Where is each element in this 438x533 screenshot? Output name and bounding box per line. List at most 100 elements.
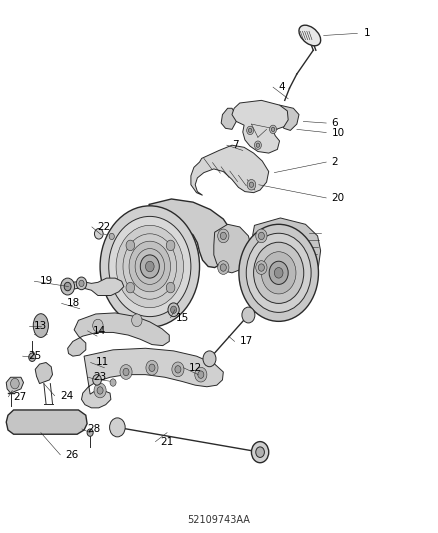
Circle shape [256, 261, 267, 274]
Circle shape [94, 383, 106, 398]
Circle shape [166, 240, 175, 251]
Circle shape [218, 261, 229, 274]
Circle shape [170, 306, 177, 313]
Polygon shape [81, 348, 223, 408]
Polygon shape [6, 377, 24, 393]
Circle shape [249, 182, 254, 188]
Circle shape [270, 125, 276, 134]
Circle shape [100, 206, 200, 327]
Circle shape [175, 366, 181, 373]
Circle shape [93, 319, 103, 332]
Circle shape [269, 261, 288, 285]
Text: 24: 24 [60, 391, 73, 401]
Circle shape [109, 216, 191, 317]
Text: 26: 26 [66, 450, 79, 460]
Circle shape [166, 282, 175, 293]
Circle shape [95, 229, 103, 239]
Circle shape [254, 242, 304, 303]
Ellipse shape [33, 314, 49, 337]
Circle shape [123, 368, 129, 376]
Circle shape [239, 224, 318, 321]
Polygon shape [253, 218, 321, 287]
Text: 15: 15 [176, 313, 189, 322]
Circle shape [248, 128, 252, 133]
Polygon shape [191, 145, 269, 195]
Circle shape [61, 278, 74, 295]
Text: 12: 12 [189, 363, 202, 373]
Text: 6: 6 [332, 118, 338, 128]
Text: 4: 4 [279, 82, 285, 92]
Circle shape [254, 141, 261, 149]
Polygon shape [232, 100, 288, 153]
Text: 23: 23 [94, 372, 107, 382]
Circle shape [132, 314, 142, 327]
Circle shape [146, 360, 158, 375]
Circle shape [87, 429, 93, 437]
Circle shape [220, 264, 226, 271]
Circle shape [258, 232, 265, 240]
Text: 20: 20 [332, 193, 345, 203]
Circle shape [110, 418, 125, 437]
Text: 2: 2 [332, 157, 338, 167]
Circle shape [76, 277, 87, 290]
Circle shape [242, 307, 255, 323]
Text: 11: 11 [96, 358, 109, 367]
Circle shape [203, 351, 216, 367]
Text: 1: 1 [364, 28, 371, 38]
Text: 19: 19 [39, 276, 53, 286]
Polygon shape [214, 224, 251, 273]
Circle shape [168, 303, 179, 317]
Text: 25: 25 [28, 351, 41, 361]
Polygon shape [279, 105, 299, 131]
Circle shape [93, 375, 101, 385]
Circle shape [140, 255, 159, 278]
Circle shape [64, 282, 71, 291]
Text: 22: 22 [97, 222, 110, 232]
Text: 21: 21 [161, 437, 174, 447]
Polygon shape [149, 199, 232, 268]
Polygon shape [35, 362, 53, 384]
Circle shape [29, 353, 35, 361]
Circle shape [116, 225, 184, 308]
Text: 27: 27 [14, 392, 27, 402]
Circle shape [271, 127, 275, 132]
Circle shape [218, 229, 229, 243]
Circle shape [198, 371, 204, 378]
Polygon shape [67, 278, 124, 295]
Circle shape [256, 229, 267, 243]
Circle shape [97, 387, 103, 394]
Text: 52109743AA: 52109743AA [187, 515, 251, 524]
Circle shape [120, 365, 132, 379]
Circle shape [110, 379, 116, 386]
Ellipse shape [299, 25, 321, 46]
Circle shape [145, 261, 154, 272]
Circle shape [247, 180, 256, 190]
Circle shape [195, 367, 207, 382]
Circle shape [256, 143, 260, 147]
Text: 13: 13 [34, 320, 47, 330]
Circle shape [129, 241, 170, 292]
Text: 17: 17 [240, 336, 253, 346]
Circle shape [247, 126, 254, 135]
Circle shape [109, 233, 114, 240]
Circle shape [261, 252, 296, 294]
Circle shape [126, 240, 134, 251]
Circle shape [172, 362, 184, 377]
Circle shape [251, 442, 269, 463]
Polygon shape [6, 410, 87, 434]
Polygon shape [67, 313, 169, 356]
Circle shape [79, 280, 84, 287]
Circle shape [135, 248, 165, 285]
Text: 28: 28 [87, 424, 100, 434]
Circle shape [123, 234, 177, 299]
Circle shape [274, 268, 283, 278]
Circle shape [256, 447, 265, 457]
Text: 10: 10 [332, 127, 345, 138]
Polygon shape [221, 108, 236, 130]
Circle shape [246, 233, 311, 312]
Circle shape [149, 364, 155, 372]
Circle shape [220, 232, 226, 240]
Circle shape [126, 282, 134, 293]
Text: 18: 18 [67, 298, 80, 309]
Text: 14: 14 [93, 326, 106, 336]
